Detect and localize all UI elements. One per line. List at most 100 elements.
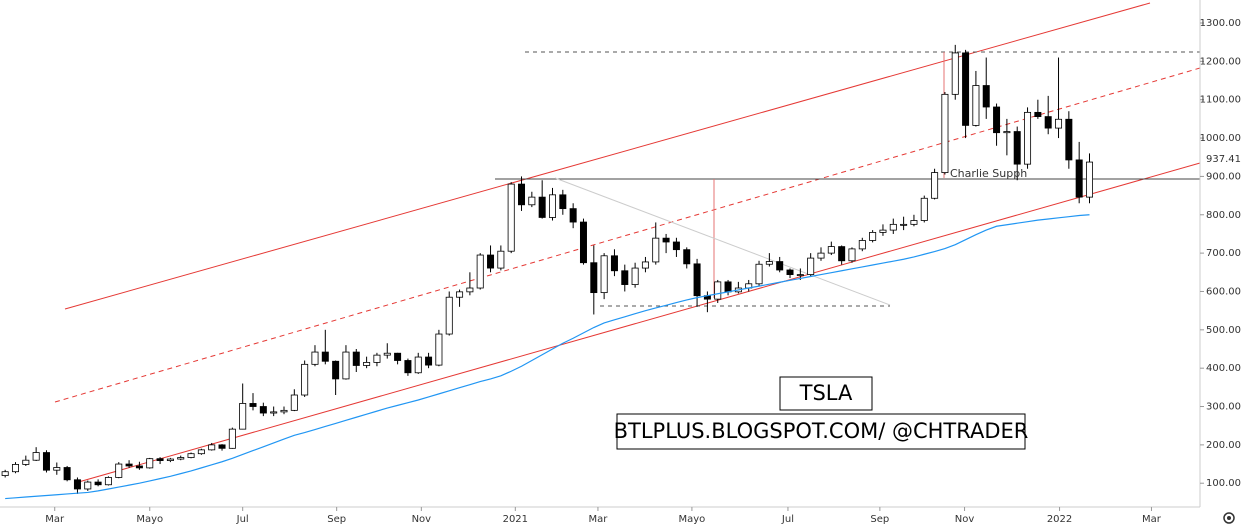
candle-body bbox=[827, 246, 835, 254]
channel-lower bbox=[74, 162, 1201, 484]
candle-body bbox=[621, 270, 629, 285]
candle-body bbox=[249, 403, 257, 407]
candle-body bbox=[1075, 159, 1083, 198]
x-tick-label: Mar bbox=[588, 514, 608, 525]
candle-body bbox=[197, 449, 205, 455]
candle-body bbox=[135, 465, 143, 469]
candle-body bbox=[579, 221, 587, 264]
settings-icon[interactable] bbox=[1223, 512, 1235, 524]
candle-body bbox=[652, 237, 660, 263]
candle-body bbox=[1086, 161, 1093, 198]
candle-body bbox=[590, 262, 598, 294]
candle-body bbox=[714, 281, 722, 300]
candle-body bbox=[538, 196, 546, 218]
candle-body bbox=[53, 467, 61, 471]
candle-body bbox=[42, 452, 50, 471]
candle-body bbox=[972, 85, 980, 126]
candle-body bbox=[641, 261, 649, 269]
last-price-label: 937.41 bbox=[1206, 154, 1241, 165]
annotation: BTLPLUS.BLOGSPOT.COM/ @CHTRADER bbox=[614, 419, 1029, 443]
candle-body bbox=[1065, 118, 1073, 161]
y-tick-label: 400.00 bbox=[1206, 363, 1241, 374]
candle-body bbox=[993, 106, 1001, 134]
candle-body bbox=[683, 249, 691, 265]
plot-area bbox=[1, 44, 1093, 500]
annotation: TSLA bbox=[799, 381, 853, 405]
candle-body bbox=[383, 352, 391, 356]
x-tick-label: Mar bbox=[1142, 514, 1162, 525]
y-tick-label: 1000.00 bbox=[1200, 133, 1241, 144]
candle-body bbox=[962, 52, 970, 126]
candle-body bbox=[755, 263, 763, 285]
candle-body bbox=[817, 252, 825, 259]
x-tick-label: Jul bbox=[236, 514, 249, 525]
candle-body bbox=[858, 240, 866, 250]
y-tick-label: 500.00 bbox=[1206, 325, 1241, 336]
candle-body bbox=[931, 172, 939, 199]
candle-body bbox=[125, 463, 133, 467]
candle-body bbox=[879, 229, 887, 233]
candle-body bbox=[352, 351, 360, 366]
y-tick-label: 600.00 bbox=[1206, 286, 1241, 297]
drawings bbox=[54, 2, 1201, 484]
channel-upper bbox=[64, 2, 1151, 310]
candle-body bbox=[869, 232, 877, 241]
candle-body bbox=[765, 261, 773, 265]
moving-average bbox=[5, 214, 1090, 500]
x-tick-label: Nov bbox=[412, 514, 432, 525]
candle-body bbox=[332, 360, 340, 380]
candle-body bbox=[951, 52, 959, 95]
candle-body bbox=[497, 250, 505, 269]
y-tick-label: 1100.00 bbox=[1200, 95, 1241, 106]
candle-body bbox=[724, 281, 732, 293]
candle-body bbox=[1, 471, 9, 476]
candle-body bbox=[166, 458, 174, 461]
x-tick-label: Mayo bbox=[136, 514, 163, 525]
candle-body bbox=[631, 267, 639, 285]
candle-body bbox=[941, 93, 949, 173]
candle-body bbox=[518, 183, 526, 206]
candle-body bbox=[466, 287, 474, 293]
label-box bbox=[616, 413, 1026, 450]
candle-body bbox=[610, 255, 618, 272]
candle-body bbox=[838, 246, 846, 262]
candle-body bbox=[270, 411, 278, 414]
candle-body bbox=[662, 237, 670, 243]
x-tick-label: Mar bbox=[45, 514, 65, 525]
candle-body bbox=[404, 360, 412, 374]
y-tick-label: 100.00 bbox=[1206, 478, 1241, 489]
y-tick-label: 1300.00 bbox=[1200, 18, 1241, 29]
candle-body bbox=[1013, 131, 1021, 165]
candle-body bbox=[218, 444, 226, 449]
x-tick-label: Sep bbox=[870, 514, 889, 525]
candle-body bbox=[115, 463, 123, 478]
candle-body bbox=[94, 481, 102, 486]
candle-body bbox=[425, 356, 433, 366]
candle-body bbox=[373, 354, 381, 363]
candle-body bbox=[487, 254, 495, 269]
candle-body bbox=[569, 208, 577, 223]
candle-body bbox=[1055, 118, 1063, 129]
candle-body bbox=[187, 453, 195, 458]
y-tick-label: 800.00 bbox=[1206, 210, 1241, 221]
channel-middle bbox=[54, 67, 1201, 403]
candle-body bbox=[22, 459, 30, 465]
candle-body bbox=[600, 255, 608, 294]
candle-body bbox=[228, 428, 236, 449]
candle-body bbox=[342, 351, 350, 380]
y-tick-label: 200.00 bbox=[1206, 440, 1241, 451]
annotation: Charlie Supph bbox=[950, 167, 1027, 180]
candle-body bbox=[456, 291, 464, 298]
candle-body bbox=[321, 351, 329, 362]
y-tick-label: 1200.00 bbox=[1200, 56, 1241, 67]
candle-body bbox=[889, 223, 897, 231]
y-tick-label: 700.00 bbox=[1206, 248, 1241, 259]
candle-body bbox=[280, 409, 288, 413]
candle-body bbox=[311, 351, 319, 365]
candle-body bbox=[910, 220, 918, 225]
candle-body bbox=[548, 194, 556, 218]
candle-body bbox=[208, 444, 216, 451]
candle-body bbox=[848, 248, 856, 262]
candle-body bbox=[900, 223, 908, 226]
